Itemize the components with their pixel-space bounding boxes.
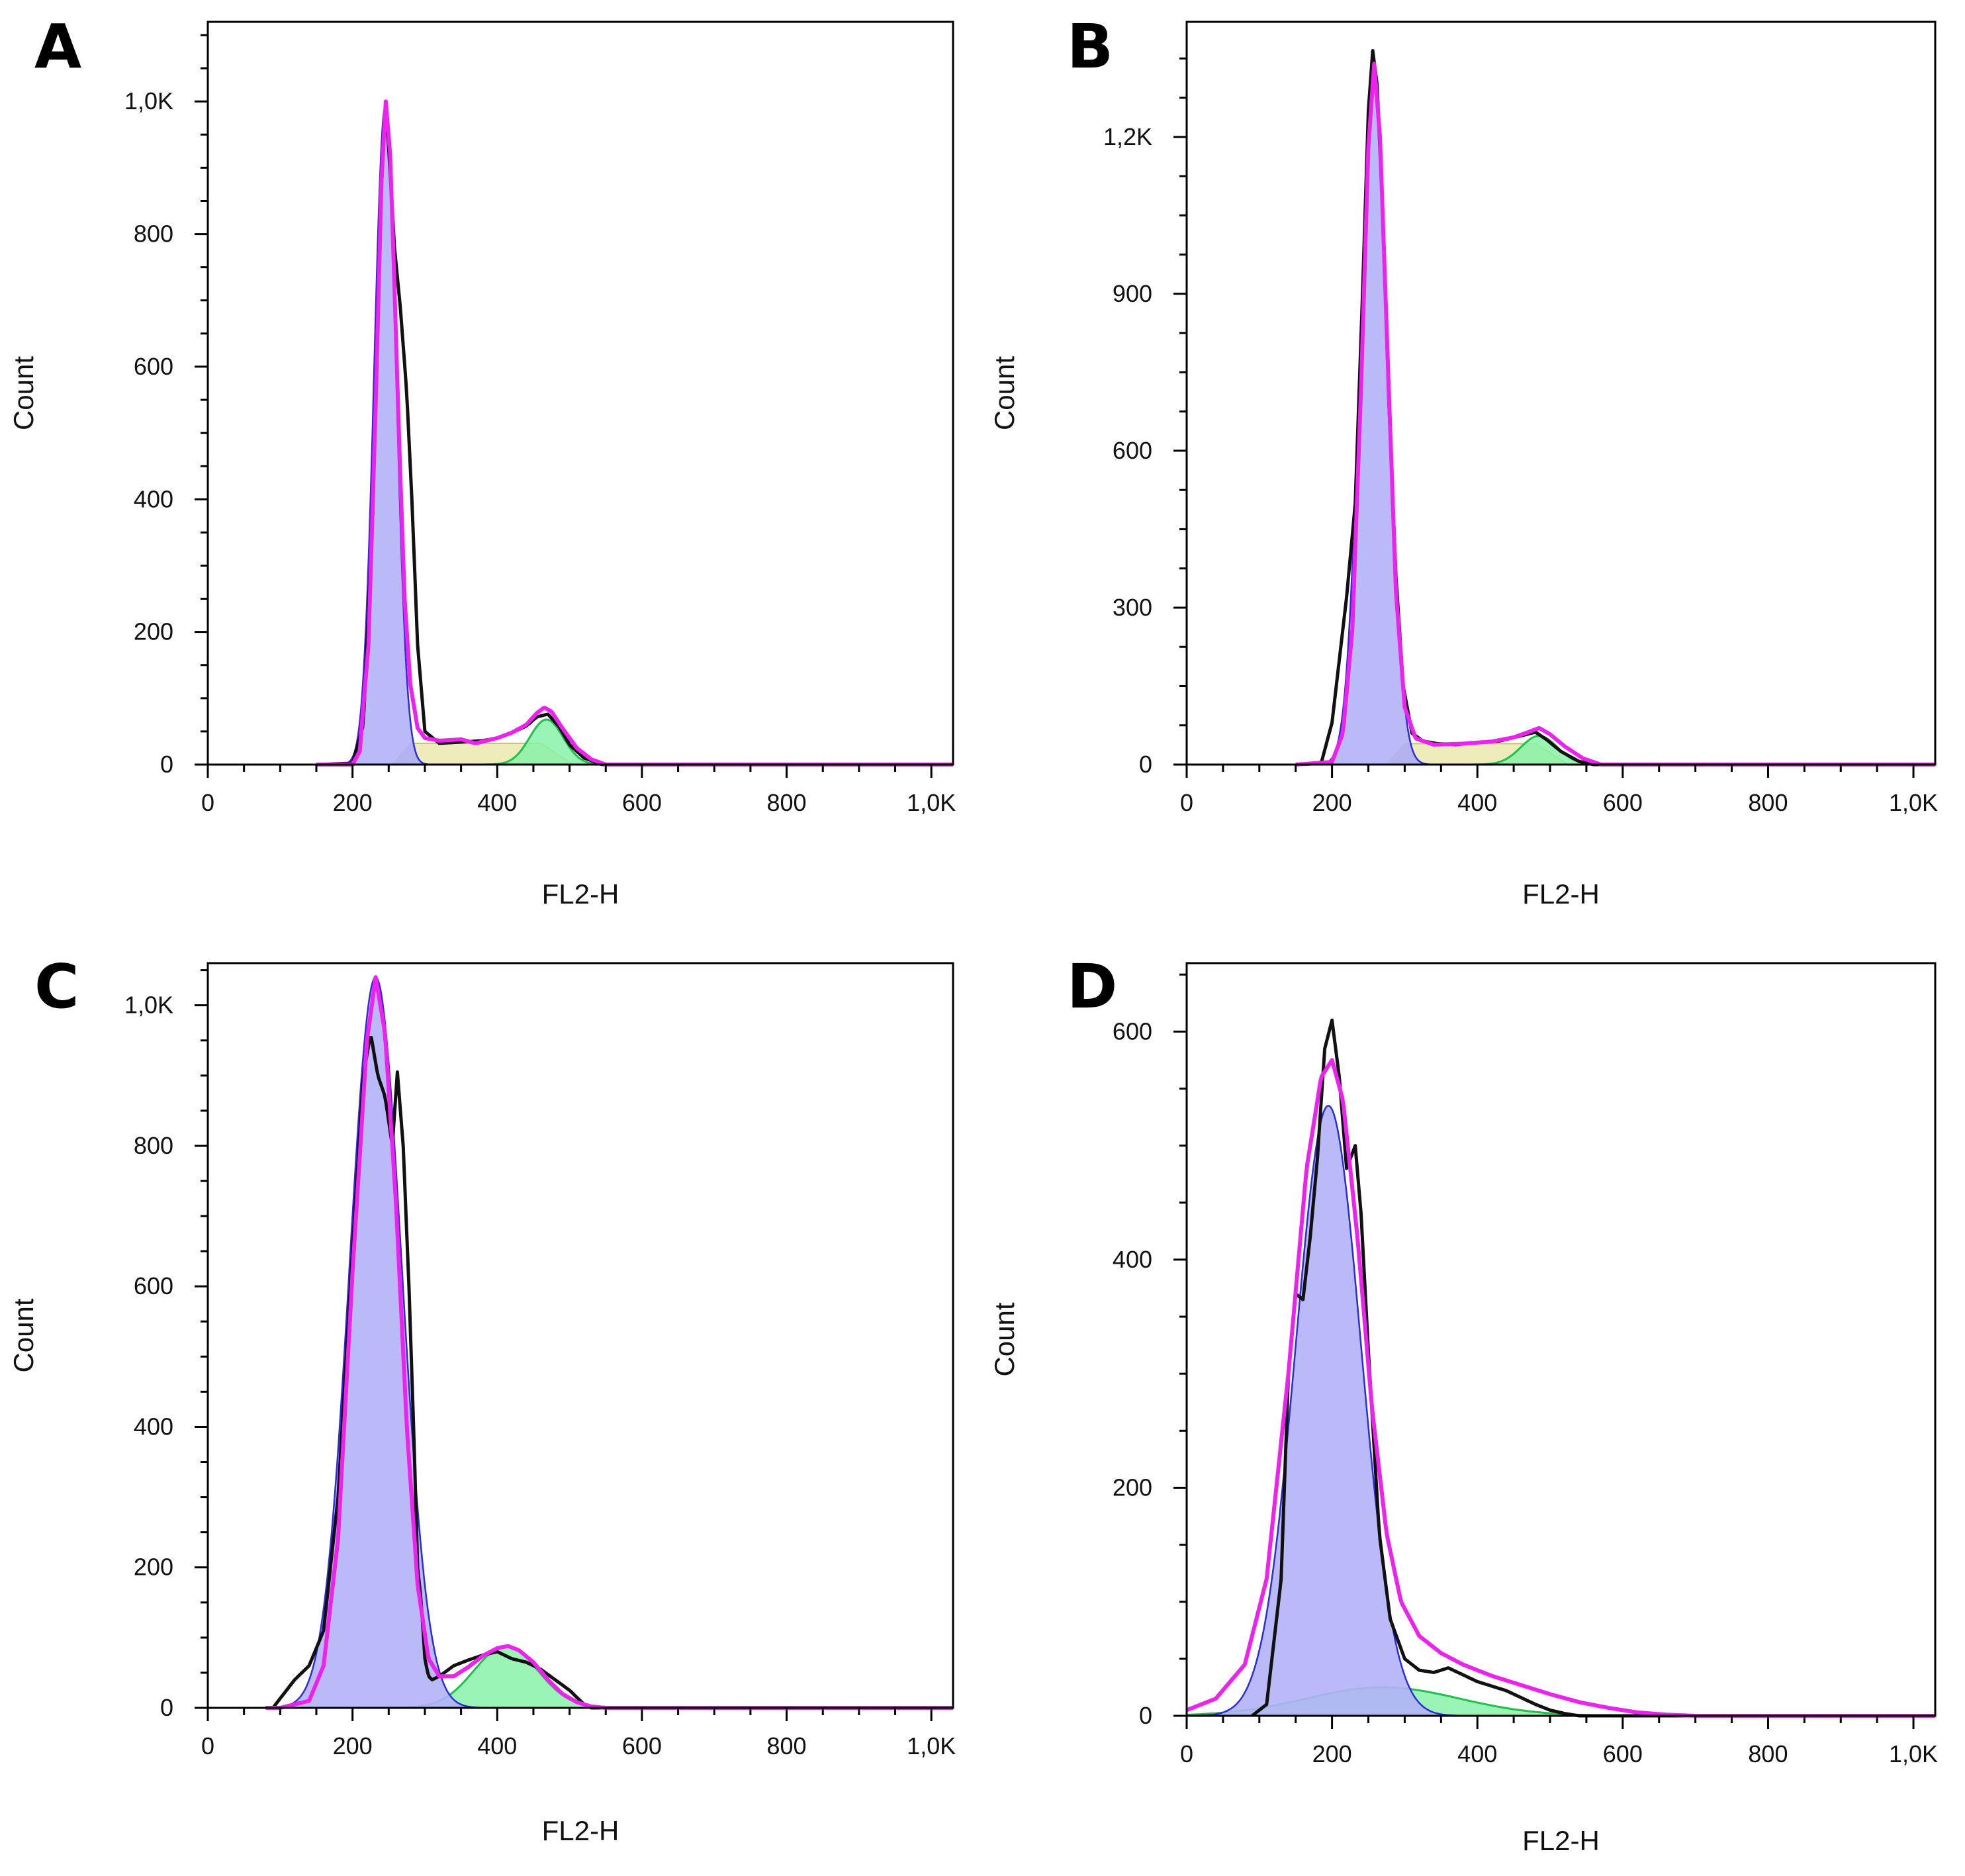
x-axis-label: FL2-H (1522, 878, 1600, 910)
x-axis-label: FL2-H (1522, 1825, 1600, 1856)
y-tick-label: 400 (1113, 1246, 1152, 1273)
panel-letter-d: D (1067, 951, 1117, 1022)
x-tick-label: 400 (477, 789, 517, 816)
x-tick-label: 800 (1748, 1740, 1788, 1767)
x-tick-label: 0 (201, 789, 214, 816)
x-tick-label: 0 (1180, 789, 1193, 816)
y-tick-label: 0 (160, 1694, 173, 1721)
x-tick-label: 600 (622, 789, 662, 816)
x-tick-label: 800 (767, 1732, 807, 1759)
y-tick-label: 600 (134, 353, 173, 380)
x-axis-label: FL2-H (542, 878, 619, 910)
y-tick-label: 1,0K (124, 87, 173, 115)
g1-peak-area (1190, 1105, 1467, 1717)
x-tick-label: 1,0K (1889, 789, 1938, 816)
plot-frame (1185, 962, 1937, 1717)
y-tick-label: 0 (160, 751, 173, 778)
x-tick-label: 400 (477, 1732, 517, 1759)
y-tick-label: 600 (1113, 1017, 1152, 1045)
y-tick-label: 800 (134, 220, 173, 248)
plot-frame (206, 962, 954, 1709)
y-tick-label: 300 (1113, 594, 1152, 621)
y-axis-label: Count (989, 356, 1020, 430)
plot-frame (206, 21, 954, 766)
panel-letter-a: A (34, 11, 81, 82)
y-axis-label: Count (8, 356, 39, 430)
x-tick-label: 200 (1312, 789, 1352, 816)
x-axis-label: FL2-H (542, 1815, 619, 1846)
y-tick-label: 200 (134, 618, 173, 645)
x-tick-label: 600 (1603, 1740, 1643, 1767)
panels-layer: 0 200 400 600 800 1,0K 0 200 400 600 800 1,0K FL2-H C… (8, 11, 1938, 1856)
x-tick-label: 800 (1748, 789, 1788, 816)
x-tick-label: 0 (201, 1732, 214, 1759)
panel-letter-b: B (1067, 11, 1113, 82)
y-tick-label: 400 (134, 485, 173, 512)
chart-panel-d: 0 200 400 600 800 1,0K 0 200 400 600 FL2-H Count D (989, 951, 1938, 1856)
y-tick-label: 600 (134, 1272, 173, 1299)
x-tick-label: 600 (622, 1732, 662, 1759)
x-tick-label: 800 (767, 789, 807, 816)
chart-panel-c: 0 200 400 600 800 1,0K 0 200 400 600 800 1,0K FL2-H C… (8, 951, 956, 1846)
y-tick-label: 1,2K (1103, 123, 1152, 150)
y-tick-label: 900 (1113, 280, 1152, 307)
y-tick-label: 200 (1113, 1474, 1152, 1501)
chart-panel-b: 0 200 400 600 800 1,0K 0 300 600 900 1,2K FL2-H Coun… (989, 11, 1938, 910)
y-tick-label: 400 (134, 1413, 173, 1440)
x-tick-label: 1,0K (907, 1732, 956, 1759)
panel-letter-c: C (34, 951, 79, 1022)
y-tick-label: 0 (1139, 1702, 1152, 1729)
x-tick-label: 1,0K (1889, 1740, 1938, 1767)
chart-panel-a: 0 200 400 600 800 1,0K 0 200 400 600 800 1,0K FL2-H C… (8, 11, 956, 910)
y-tick-label: 1,0K (124, 992, 173, 1019)
x-tick-label: 1,0K (907, 789, 956, 816)
y-tick-label: 0 (1139, 751, 1152, 778)
x-tick-label: 400 (1457, 789, 1497, 816)
x-tick-label: 600 (1603, 789, 1643, 816)
y-tick-label: 200 (134, 1554, 173, 1581)
y-axis-label: Count (989, 1302, 1020, 1376)
y-axis-label: Count (8, 1298, 39, 1372)
x-tick-label: 200 (333, 1732, 373, 1759)
x-tick-label: 200 (333, 789, 373, 816)
y-tick-label: 800 (134, 1132, 173, 1159)
y-tick-label: 600 (1113, 437, 1152, 464)
x-tick-label: 200 (1312, 1740, 1352, 1767)
plot-frame (1185, 21, 1937, 766)
g2-peak-area (480, 718, 613, 766)
x-tick-label: 0 (1180, 1740, 1193, 1767)
x-tick-label: 400 (1457, 1740, 1497, 1767)
